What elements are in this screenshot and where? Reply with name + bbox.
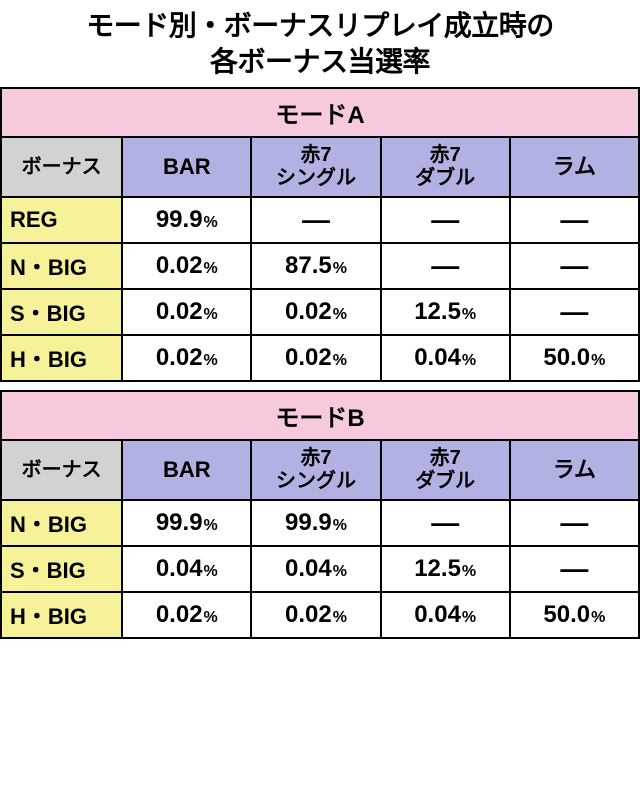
column-header: BAR — [122, 137, 251, 197]
column-header: 赤7ダブル — [381, 440, 510, 500]
rate-cell: 99.9% — [251, 500, 380, 546]
table-row: REG99.9%――― — [1, 197, 639, 243]
rate-cell: 0.02% — [251, 592, 380, 638]
page-title: モード別・ボーナスリプレイ成立時の 各ボーナス当選率 — [0, 0, 640, 87]
mode-header: モードB — [1, 391, 639, 440]
rate-cell: 0.04% — [122, 546, 251, 592]
rate-cell: 0.02% — [122, 243, 251, 289]
bonus-row-label: REG — [1, 197, 122, 243]
rate-cell: 12.5% — [381, 546, 510, 592]
empty-cell: ― — [381, 197, 510, 243]
column-header: 赤7シングル — [251, 137, 380, 197]
column-header: ラム — [510, 137, 639, 197]
bonus-row-label: H・BIG — [1, 592, 122, 638]
empty-cell: ― — [510, 243, 639, 289]
column-header: ラム — [510, 440, 639, 500]
bonus-row-label: S・BIG — [1, 289, 122, 335]
table-row: S・BIG0.02%0.02%12.5%― — [1, 289, 639, 335]
empty-cell: ― — [381, 500, 510, 546]
rate-cell: 0.02% — [122, 289, 251, 335]
title-line-2: 各ボーナス当選率 — [210, 46, 430, 77]
rate-cell: 12.5% — [381, 289, 510, 335]
rate-cell: 0.02% — [251, 289, 380, 335]
table-row: N・BIG99.9%99.9%―― — [1, 500, 639, 546]
rate-cell: 50.0% — [510, 335, 639, 381]
bonus-row-label: N・BIG — [1, 243, 122, 289]
rate-cell: 99.9% — [122, 500, 251, 546]
rate-cell: 50.0% — [510, 592, 639, 638]
rate-cell: 0.02% — [251, 335, 380, 381]
empty-cell: ― — [251, 197, 380, 243]
rate-cell: 0.04% — [381, 335, 510, 381]
table-row: N・BIG0.02%87.5%―― — [1, 243, 639, 289]
empty-cell: ― — [510, 500, 639, 546]
empty-cell: ― — [510, 289, 639, 335]
empty-cell: ― — [510, 197, 639, 243]
bonus-column-header: ボーナス — [1, 440, 122, 500]
bonus-rate-table: モードAボーナスBAR赤7シングル赤7ダブルラムREG99.9%―――N・BIG… — [0, 87, 640, 639]
rate-cell: 99.9% — [122, 197, 251, 243]
bonus-row-label: N・BIG — [1, 500, 122, 546]
column-header: BAR — [122, 440, 251, 500]
rate-cell: 87.5% — [251, 243, 380, 289]
empty-cell: ― — [510, 546, 639, 592]
column-header: 赤7ダブル — [381, 137, 510, 197]
rate-cell: 0.04% — [251, 546, 380, 592]
mode-header: モードA — [1, 88, 639, 137]
rate-cell: 0.02% — [122, 335, 251, 381]
table-row: H・BIG0.02%0.02%0.04%50.0% — [1, 592, 639, 638]
bonus-row-label: H・BIG — [1, 335, 122, 381]
column-header: 赤7シングル — [251, 440, 380, 500]
bonus-row-label: S・BIG — [1, 546, 122, 592]
table-row: S・BIG0.04%0.04%12.5%― — [1, 546, 639, 592]
bonus-column-header: ボーナス — [1, 137, 122, 197]
table-row: H・BIG0.02%0.02%0.04%50.0% — [1, 335, 639, 381]
rate-cell: 0.04% — [381, 592, 510, 638]
empty-cell: ― — [381, 243, 510, 289]
rate-cell: 0.02% — [122, 592, 251, 638]
table-spacer — [1, 381, 639, 391]
title-line-1: モード別・ボーナスリプレイ成立時の — [86, 10, 554, 41]
